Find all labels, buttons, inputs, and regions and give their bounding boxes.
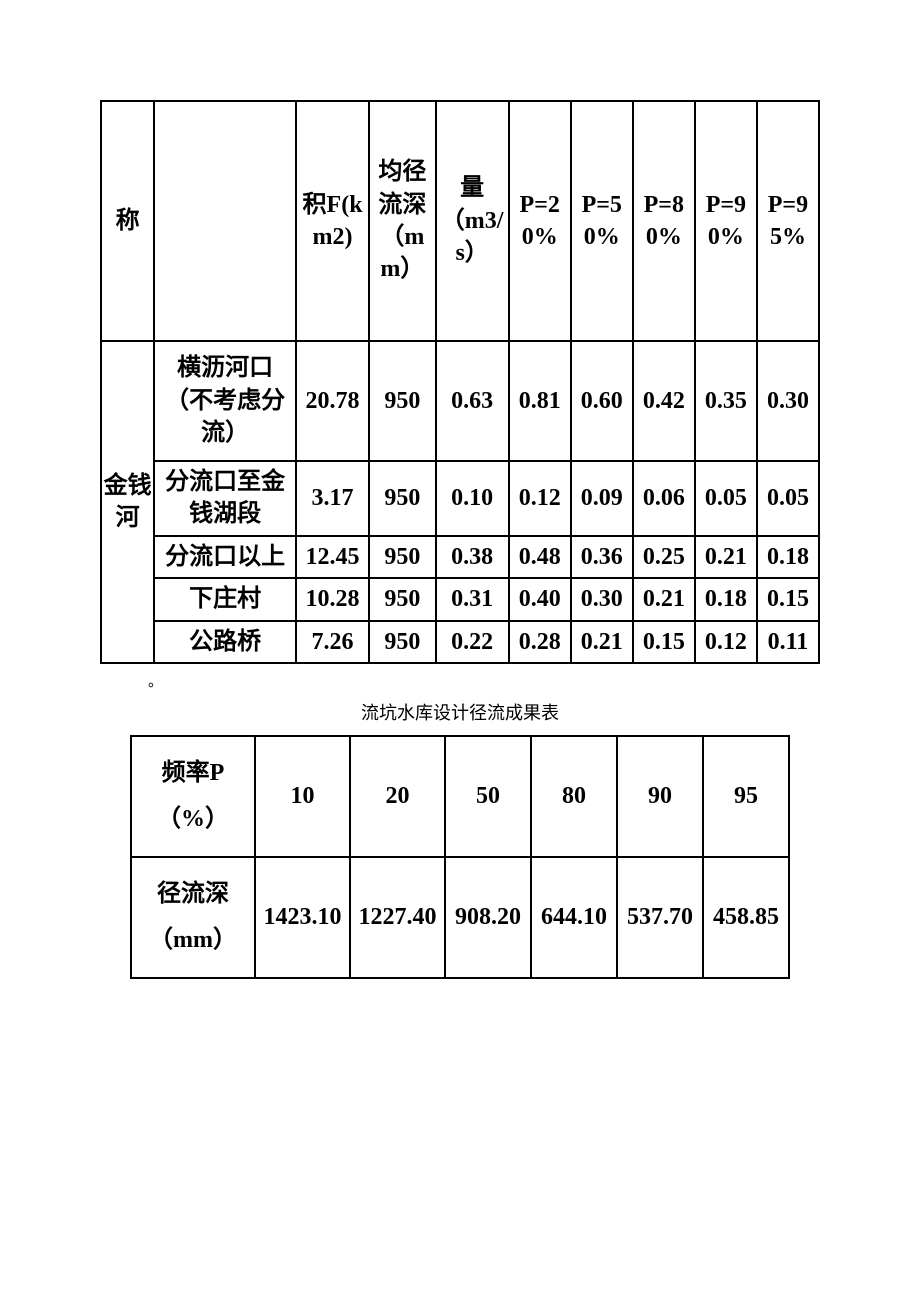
- header-p20: P=20%: [509, 101, 571, 341]
- row-val: 1227.40: [350, 857, 445, 978]
- cell-q: 0.63: [436, 341, 509, 461]
- cell-p20: 0.12: [509, 461, 571, 536]
- table-row: 金钱河 横沥河口（不考虑分流） 20.78 950 0.63 0.81 0.60…: [101, 341, 819, 461]
- header-area: 积F(km2): [296, 101, 369, 341]
- cell-p80: 0.06: [633, 461, 695, 536]
- cell-p90: 0.35: [695, 341, 757, 461]
- header-p90: P=90%: [695, 101, 757, 341]
- cell-area: 12.45: [296, 536, 369, 578]
- cell-area: 10.28: [296, 578, 369, 620]
- row-val: 1423.10: [255, 857, 350, 978]
- cell-p95: 0.11: [757, 621, 819, 663]
- cell-depth: 950: [369, 341, 435, 461]
- header-p95: P=95%: [757, 101, 819, 341]
- table-row: 径流深（mm） 1423.10 1227.40 908.20 644.10 53…: [131, 857, 789, 978]
- cell-p90: 0.18: [695, 578, 757, 620]
- row-val: 537.70: [617, 857, 703, 978]
- header-val: 50: [445, 736, 531, 857]
- cell-p50: 0.36: [571, 536, 633, 578]
- cell-p95: 0.15: [757, 578, 819, 620]
- cell-p80: 0.21: [633, 578, 695, 620]
- header-val: 80: [531, 736, 617, 857]
- cell-area: 20.78: [296, 341, 369, 461]
- table-row: 公路桥 7.26 950 0.22 0.28 0.21 0.15 0.12 0.…: [101, 621, 819, 663]
- row-val: 458.85: [703, 857, 789, 978]
- header-val: 95: [703, 736, 789, 857]
- table-row: 下庄村 10.28 950 0.31 0.40 0.30 0.21 0.18 0…: [101, 578, 819, 620]
- cell-section: 公路桥: [154, 621, 296, 663]
- row-val: 644.10: [531, 857, 617, 978]
- reservoir-design-table: 频率P（%） 10 20 50 80 90 95 径流深（mm） 1423.10…: [130, 735, 790, 979]
- header-frequency-label: 频率P（%）: [131, 736, 255, 857]
- cell-q: 0.31: [436, 578, 509, 620]
- header-p80: P=80%: [633, 101, 695, 341]
- footnote-period: 。: [148, 670, 820, 691]
- table2-caption: 流坑水库设计径流成果表: [100, 699, 820, 725]
- cell-p90: 0.12: [695, 621, 757, 663]
- header-val: 20: [350, 736, 445, 857]
- cell-p50: 0.21: [571, 621, 633, 663]
- cell-depth: 950: [369, 578, 435, 620]
- cell-section: 下庄村: [154, 578, 296, 620]
- cell-p80: 0.25: [633, 536, 695, 578]
- cell-p90: 0.05: [695, 461, 757, 536]
- cell-p95: 0.30: [757, 341, 819, 461]
- row-val: 908.20: [445, 857, 531, 978]
- header-depth: 均径流深（mm）: [369, 101, 435, 341]
- header-flow: 量（m3/s）: [436, 101, 509, 341]
- table-row: 分流口至金钱湖段 3.17 950 0.10 0.12 0.09 0.06 0.…: [101, 461, 819, 536]
- cell-section: 分流口以上: [154, 536, 296, 578]
- runoff-data-table: 称 积F(km2) 均径流深（mm） 量（m3/s） P=20% P=50% P…: [100, 100, 820, 664]
- cell-p95: 0.18: [757, 536, 819, 578]
- cell-depth: 950: [369, 461, 435, 536]
- cell-q: 0.10: [436, 461, 509, 536]
- cell-p50: 0.30: [571, 578, 633, 620]
- cell-p20: 0.48: [509, 536, 571, 578]
- row-depth-label: 径流深（mm）: [131, 857, 255, 978]
- header-val: 10: [255, 736, 350, 857]
- cell-p50: 0.60: [571, 341, 633, 461]
- table-header-row: 称 积F(km2) 均径流深（mm） 量（m3/s） P=20% P=50% P…: [101, 101, 819, 341]
- cell-area: 3.17: [296, 461, 369, 536]
- cell-p80: 0.15: [633, 621, 695, 663]
- cell-section: 横沥河口（不考虑分流）: [154, 341, 296, 461]
- group-label-cell: 金钱河: [101, 341, 154, 663]
- header-val: 90: [617, 736, 703, 857]
- cell-p80: 0.42: [633, 341, 695, 461]
- cell-q: 0.22: [436, 621, 509, 663]
- cell-p90: 0.21: [695, 536, 757, 578]
- cell-section: 分流口至金钱湖段: [154, 461, 296, 536]
- cell-p20: 0.28: [509, 621, 571, 663]
- header-p50: P=50%: [571, 101, 633, 341]
- header-name: 称: [101, 101, 154, 341]
- table-row: 频率P（%） 10 20 50 80 90 95: [131, 736, 789, 857]
- cell-p20: 0.81: [509, 341, 571, 461]
- table-row: 分流口以上 12.45 950 0.38 0.48 0.36 0.25 0.21…: [101, 536, 819, 578]
- cell-depth: 950: [369, 536, 435, 578]
- cell-q: 0.38: [436, 536, 509, 578]
- cell-p50: 0.09: [571, 461, 633, 536]
- cell-p20: 0.40: [509, 578, 571, 620]
- header-section: [154, 101, 296, 341]
- cell-p95: 0.05: [757, 461, 819, 536]
- cell-depth: 950: [369, 621, 435, 663]
- cell-area: 7.26: [296, 621, 369, 663]
